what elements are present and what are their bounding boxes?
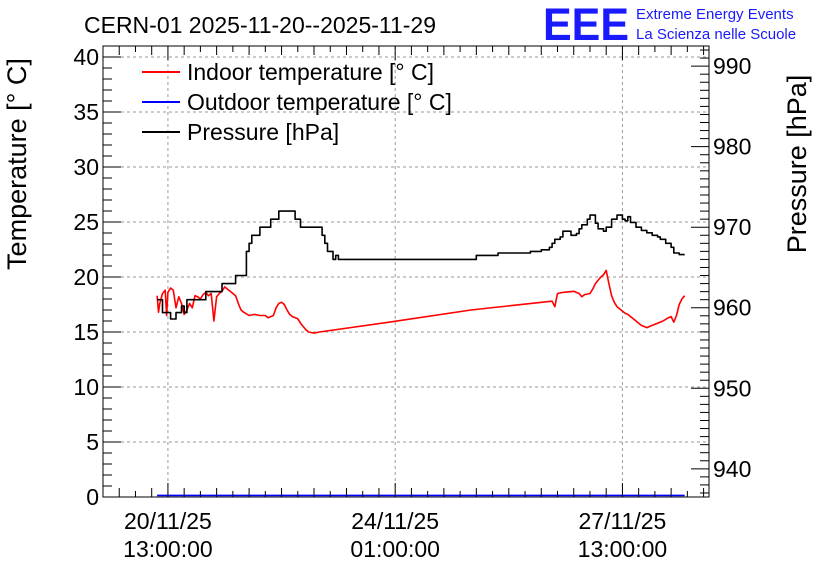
y-right-tick-label: 940 [713,456,751,482]
series-line-indoor-temperature-c [156,269,686,334]
y-axis-left-tick-labels: 0 5 10 15 20 25 30 35 40 [73,44,99,510]
series-layer [156,210,686,497]
y-left-tick-label: 25 [73,209,99,235]
eee-logo-text: EEE [543,0,629,50]
y-left-tick-label: 10 [73,374,99,400]
chart-title: CERN-01 2025-11-20--2025-11-29 [84,12,436,38]
y-right-tick-label: 980 [713,134,751,160]
eee-logo-line1: Extreme Energy Events [636,6,794,23]
axis-ticks [102,45,709,498]
legend-label-pressure: Pressure [hPa] [187,119,339,145]
x-tick-label-time: 01:00:00 [350,536,440,562]
legend-label-indoor: Indoor temperature [° C] [187,59,434,85]
y-left-tick-label: 15 [73,319,99,345]
y-axis-right-tick-labels: 940 950 960 970 980 990 [713,53,751,482]
y-left-tick-label: 40 [73,44,99,70]
eee-logo: EEE Extreme Energy Events La Scienza nel… [543,0,796,50]
legend: Indoor temperature [° C] Outdoor tempera… [142,59,452,145]
x-tick-label-date: 24/11/25 [351,508,439,534]
y-right-tick-label: 960 [713,295,751,321]
y-axis-left-label: Temperature [° C] [2,58,32,270]
y-right-tick-label: 950 [713,375,751,401]
y-right-tick-label: 990 [713,53,751,79]
x-tick-label-date: 20/11/25 [124,508,212,534]
x-tick-label-date: 27/11/25 [579,508,667,534]
y-left-tick-label: 20 [73,264,99,290]
x-tick-label-time: 13:00:00 [578,536,668,562]
y-left-tick-label: 35 [73,99,99,125]
y-right-tick-label: 970 [713,214,751,240]
series-line-pressure-hpa [157,210,685,320]
x-tick-label-time: 13:00:00 [123,536,213,562]
x-axis-tick-labels: 20/11/25 13:00:00 24/11/25 01:00:00 27/1… [123,508,667,562]
y-left-tick-label: 30 [73,154,99,180]
y-left-tick-label: 5 [86,429,99,455]
legend-label-outdoor: Outdoor temperature [° C] [187,89,452,115]
y-axis-right-label: Pressure [hPa] [782,75,812,254]
plot-frame [102,45,710,498]
eee-logo-line2: La Scienza nelle Scuole [636,26,796,43]
y-left-tick-label: 0 [86,484,99,510]
